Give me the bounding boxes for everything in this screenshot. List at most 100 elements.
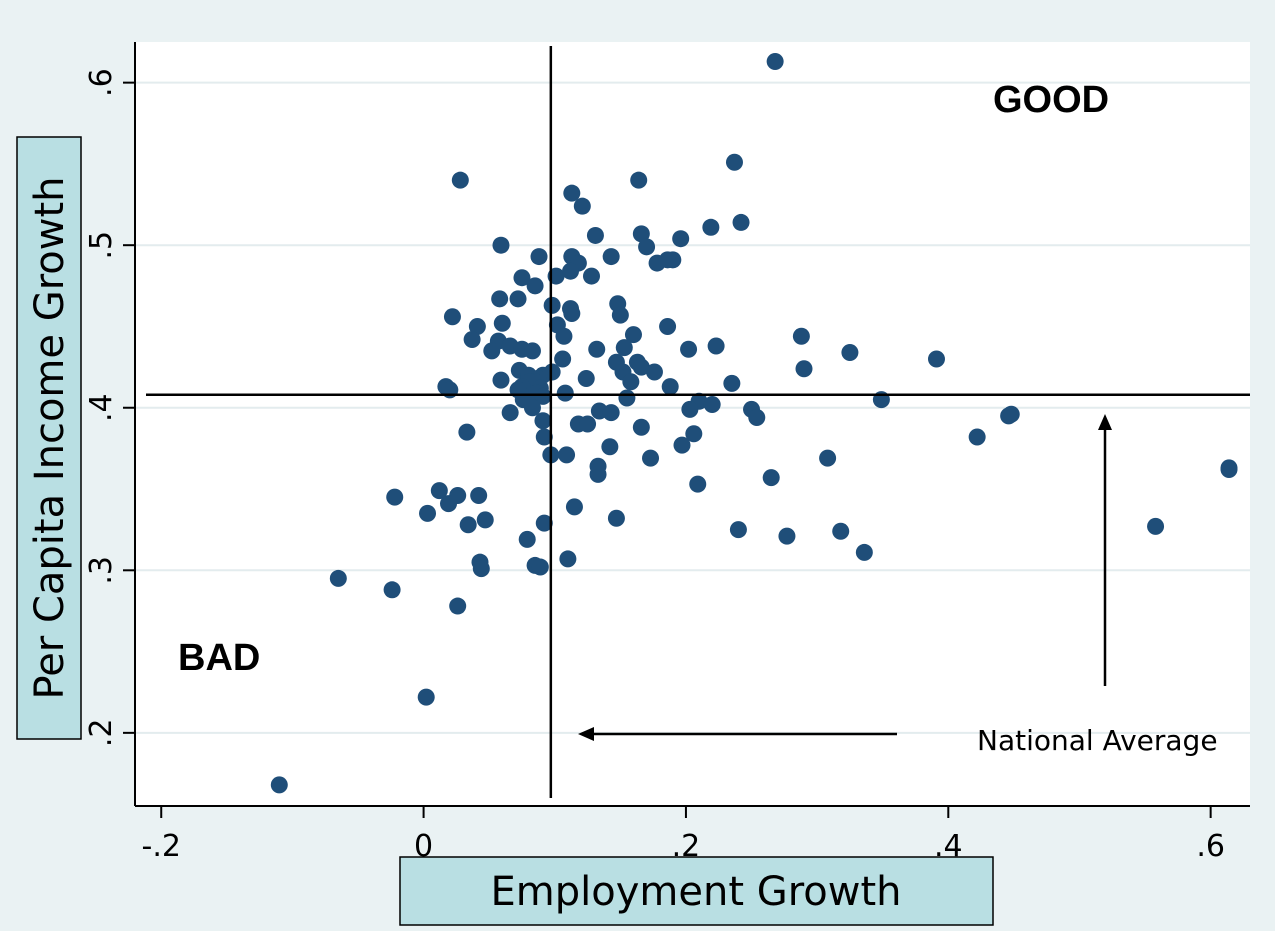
- data-point: [778, 527, 796, 545]
- data-point: [383, 581, 401, 599]
- data-point: [689, 475, 707, 493]
- data-point: [563, 184, 581, 202]
- data-point: [703, 395, 721, 413]
- data-point: [419, 504, 437, 522]
- ticks: .2.3.4.5.6-.2 0.2.4.6: [84, 68, 1225, 864]
- axes: [134, 42, 1250, 807]
- data-point: [492, 371, 510, 389]
- data-point: [492, 236, 510, 254]
- data-point: [748, 408, 766, 426]
- data-point: [672, 230, 690, 248]
- data-point: [535, 428, 553, 446]
- y-tick-label: .2: [84, 719, 119, 748]
- data-point: [968, 428, 986, 446]
- data-point: [642, 449, 660, 467]
- reference-lines: [146, 46, 1250, 798]
- data-point: [459, 516, 477, 534]
- data-point: [618, 389, 636, 407]
- data-point: [451, 171, 469, 189]
- data-point: [472, 560, 490, 578]
- data-point: [685, 425, 703, 443]
- y-tick-label: .3: [84, 556, 119, 585]
- data-point: [582, 267, 600, 285]
- data-point: [702, 218, 720, 236]
- plot-area: [135, 42, 1250, 806]
- x-tick-label: -.2: [142, 829, 181, 864]
- y-tick-label: .6: [84, 68, 119, 97]
- data-point: [468, 317, 486, 335]
- y-axis-title-text: Per Capita Income Growth: [27, 176, 73, 699]
- x-tick-label: 0: [414, 829, 433, 864]
- data-point: [440, 495, 458, 513]
- data-point: [523, 399, 541, 417]
- data-point: [661, 378, 679, 396]
- data-point: [543, 296, 561, 314]
- data-point: [530, 248, 548, 266]
- data-point: [449, 597, 467, 615]
- data-point: [534, 412, 552, 430]
- data-point: [270, 776, 288, 794]
- data-point: [562, 262, 580, 280]
- x-axis-title: Employment Growth: [399, 856, 994, 926]
- data-point: [555, 327, 573, 345]
- data-point: [638, 238, 656, 256]
- data-point: [673, 436, 691, 454]
- data-point: [1220, 461, 1238, 479]
- data-point: [534, 387, 552, 405]
- arrow-left-head: [578, 727, 594, 741]
- national-average-label: National Average: [977, 724, 1218, 757]
- data-point: [443, 308, 461, 326]
- y-axis-title: Per Capita Income Growth: [16, 136, 82, 740]
- data-point: [632, 418, 650, 436]
- data-point: [723, 374, 741, 392]
- data-point: [632, 358, 650, 376]
- data-point: [476, 511, 494, 529]
- data-point: [792, 327, 810, 345]
- data-point: [601, 438, 619, 456]
- data-point: [573, 197, 591, 215]
- data-point: [648, 254, 666, 272]
- x-tick-label: .6: [1196, 829, 1225, 864]
- data-point: [1147, 517, 1165, 535]
- data-point: [386, 488, 404, 506]
- data-point: [483, 342, 501, 360]
- data-point: [563, 304, 581, 322]
- data-point: [607, 509, 625, 527]
- data-point: [565, 498, 583, 516]
- data-point: [491, 290, 509, 308]
- data-point: [535, 514, 553, 532]
- x-axis-title-text: Employment Growth: [491, 869, 902, 915]
- good-label: GOOD: [993, 79, 1109, 121]
- annotation-arrows: [578, 414, 1112, 741]
- data-point: [493, 314, 511, 332]
- data-point: [795, 360, 813, 378]
- data-point: [927, 350, 945, 368]
- data-point: [819, 449, 837, 467]
- data-point: [766, 53, 784, 71]
- data-point: [1000, 407, 1018, 425]
- data-point: [518, 530, 536, 548]
- data-point: [602, 248, 620, 266]
- arrow-up-head: [1098, 414, 1112, 430]
- data-point: [509, 290, 527, 308]
- data-point: [680, 340, 698, 358]
- data-point: [513, 269, 531, 287]
- data-point: [832, 522, 850, 540]
- data-point: [615, 339, 633, 357]
- data-point: [622, 373, 640, 391]
- bad-label: BAD: [178, 637, 260, 679]
- data-point: [417, 688, 435, 706]
- data-point: [430, 482, 448, 500]
- data-point: [630, 171, 648, 189]
- y-tick-label: .4: [84, 393, 119, 422]
- data-point: [458, 423, 476, 441]
- data-point: [725, 153, 743, 171]
- data-point: [855, 543, 873, 561]
- data-point: [526, 277, 544, 295]
- data-point: [586, 226, 604, 244]
- data-point: [632, 225, 650, 243]
- data-point: [732, 213, 750, 231]
- data-point: [556, 384, 574, 402]
